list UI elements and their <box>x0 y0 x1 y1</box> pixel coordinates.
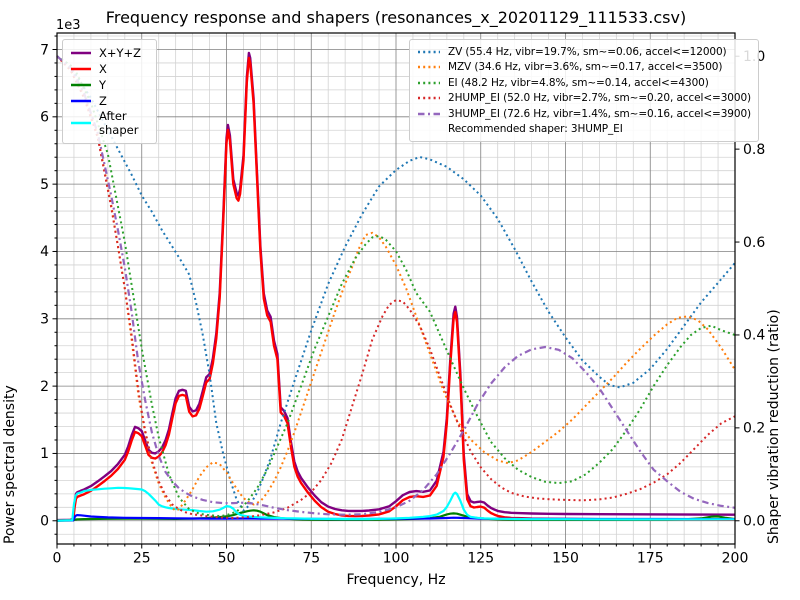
x-axis-label: Frequency, Hz <box>346 572 446 588</box>
legend-item-label: Z <box>99 94 107 108</box>
legend-item-label: Recommended shaper: 3HUMP_EI <box>448 123 623 136</box>
tick-labels: 0 25 50 75 100 125 150 175 200 0 1 2 3 4 5 6 7 0.0 0.2 0.4 0… <box>40 42 765 566</box>
x-tick-label: 125 <box>467 551 494 567</box>
legend-swatch-spacer <box>417 123 441 135</box>
legend-item-y: Y <box>70 77 147 93</box>
legend-item-3hump-ei-72-6-hz-vibr-1-4-sm-0: 3HUMP_EI (72.6 Hz, vibr=1.4%, sm~=0.16, … <box>417 106 751 122</box>
legend-item-x: X <box>70 61 147 77</box>
series-mzv-line <box>56 55 736 512</box>
y-right-tick-label: 0.0 <box>743 514 765 530</box>
legend-item-label: 3HUMP_EI (72.6 Hz, vibr=1.4%, sm~=0.16, … <box>448 107 752 120</box>
legend-item-zv-55-4-hz-vibr-19-7-sm-0-06-a: ZV (55.4 Hz, vibr=19.7%, sm~=0.06, accel… <box>417 44 751 60</box>
legend-line-swatch <box>71 67 91 71</box>
series-after-shaper-line <box>56 486 735 522</box>
y-right-tick-label: 0.8 <box>743 142 765 158</box>
legend-item-label: EI (48.2 Hz, vibr=4.8%, sm~=0.14, accel<… <box>448 76 709 89</box>
y-axis-offset-text: 1e3 <box>56 18 81 33</box>
legend-item-ei-48-2-hz-vibr-4-8-sm-0-14-ac: EI (48.2 Hz, vibr=4.8%, sm~=0.14, accel<… <box>417 75 751 91</box>
y-left-axis-label: Power spectral density <box>2 385 18 544</box>
x-tick-label: 200 <box>722 551 749 567</box>
legend-line-swatch <box>418 81 440 84</box>
series-3hump-ei-line <box>56 55 736 516</box>
y-left-tick-label: 7 <box>40 42 49 58</box>
legend-item-label: Y <box>99 78 107 92</box>
y-left-tick-label: 2 <box>40 379 49 395</box>
y-right-tick-label: 0.2 <box>743 421 765 437</box>
y-right-tick-label: 0.6 <box>743 235 765 251</box>
y-left-tick-label: 4 <box>40 244 49 260</box>
legend-item-2hump-ei-52-0-hz-vibr-2-7-sm-0: 2HUMP_EI (52.0 Hz, vibr=2.7%, sm~=0.20, … <box>417 91 751 107</box>
chart-title: Frequency response and shapers (resonanc… <box>105 8 687 27</box>
legend-line-swatch <box>71 99 91 103</box>
x-tick-label: 75 <box>302 551 320 567</box>
legend-item-label: X <box>99 62 107 76</box>
y-right-axis-label: Shaper vibration reduction (ratio) <box>766 309 782 544</box>
x-tick-label: 100 <box>383 551 410 567</box>
legend-item-label: X+Y+Z <box>99 46 142 60</box>
y-left-tick-label: 6 <box>40 110 49 126</box>
legend-item-label: MZV (34.6 Hz, vibr=3.6%, sm~=0.17, accel… <box>448 61 723 74</box>
legend-item-label: 2HUMP_EI (52.0 Hz, vibr=2.7%, sm~=0.20, … <box>448 92 752 105</box>
legend-line-swatch <box>418 50 440 53</box>
legend-line-swatch <box>71 122 91 125</box>
legend-line-swatch <box>71 51 91 55</box>
series-x-line <box>56 56 736 522</box>
legend-line-swatch <box>71 83 91 87</box>
legend-item-label: After shaper <box>99 109 139 138</box>
legend-item-label: ZV (55.4 Hz, vibr=19.7%, sm~=0.06, accel… <box>448 45 727 58</box>
legend-item-recommended-shaper-3hump-ei: Recommended shaper: 3HUMP_EI <box>417 122 751 138</box>
legend-item-after-shaper: After shaper <box>70 109 147 138</box>
legend-item-mzv-34-6-hz-vibr-3-6-sm-0-17-a: MZV (34.6 Hz, vibr=3.6%, sm~=0.17, accel… <box>417 60 751 76</box>
y-left-tick-label: 5 <box>40 177 49 193</box>
x-tick-label: 150 <box>552 551 579 567</box>
y-left-tick-label: 0 <box>40 514 49 530</box>
x-tick-label: 25 <box>133 551 151 567</box>
series-ei-line <box>56 55 736 518</box>
legend-shapers: ZV (55.4 Hz, vibr=19.7%, sm~=0.06, accel… <box>409 39 760 142</box>
legend-item-z: Z <box>70 93 147 109</box>
x-tick-label: 50 <box>218 551 236 567</box>
legend-line-swatch <box>418 66 440 69</box>
y-left-tick-label: 1 <box>40 446 49 462</box>
y-right-tick-label: 0.4 <box>743 328 765 344</box>
series-2hump-ei-line <box>56 55 736 519</box>
y-left-tick-label: 3 <box>40 312 49 328</box>
x-tick-label: 0 <box>53 551 62 567</box>
legend-line-swatch <box>418 112 440 115</box>
legend-item-x-y-z: X+Y+Z <box>70 45 147 61</box>
x-tick-label: 175 <box>637 551 664 567</box>
legend-line-swatch <box>418 97 440 100</box>
legend-measured: X+Y+Z X Y Z After shaper <box>62 39 157 144</box>
